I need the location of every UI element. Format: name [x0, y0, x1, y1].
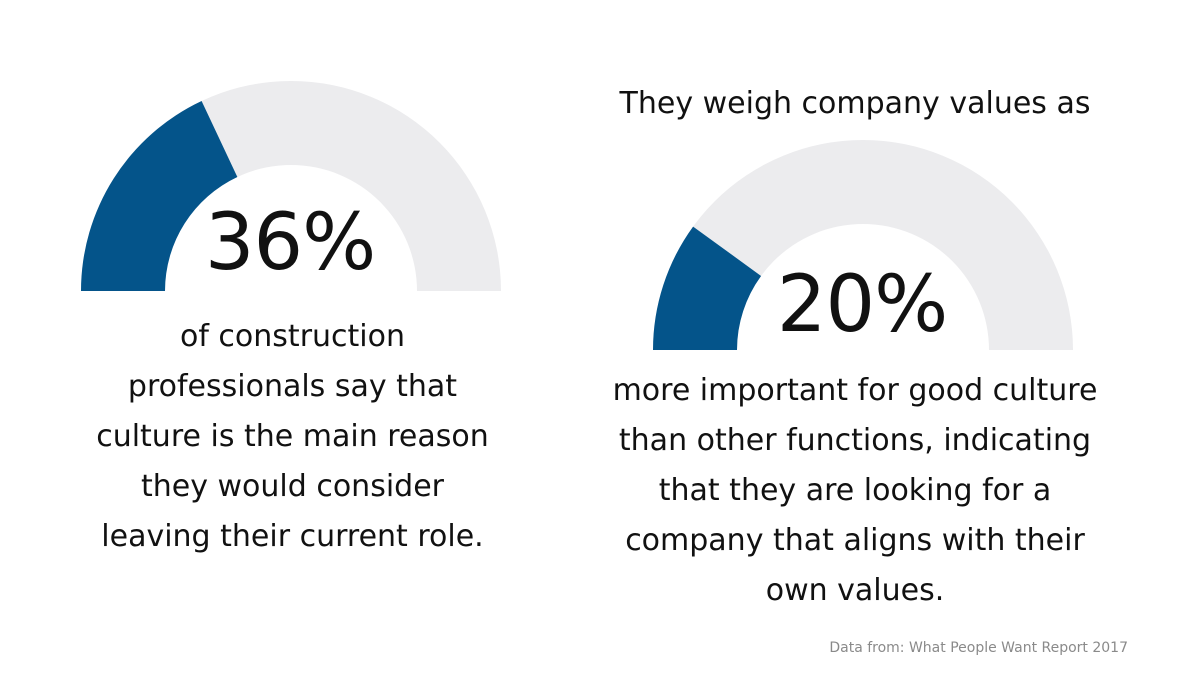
gauge-right-heading: They weigh company values as: [619, 86, 1091, 121]
gauge-right-track: [653, 140, 1073, 350]
gauge-right-value-label: 20%: [776, 260, 948, 350]
gauge-left: [81, 81, 501, 291]
source-note: Data from: What People Want Report 2017: [829, 640, 1128, 656]
gauge-left-value-label: 36%: [204, 198, 376, 288]
gauge-right-caption: more important for good culture than oth…: [612, 373, 1098, 608]
gauge-right-fill: [653, 226, 762, 350]
gauge-left-caption: of construction professionals say that c…: [96, 319, 489, 554]
gauge-right: [653, 140, 1073, 350]
gauge-left-fill: [81, 100, 238, 291]
